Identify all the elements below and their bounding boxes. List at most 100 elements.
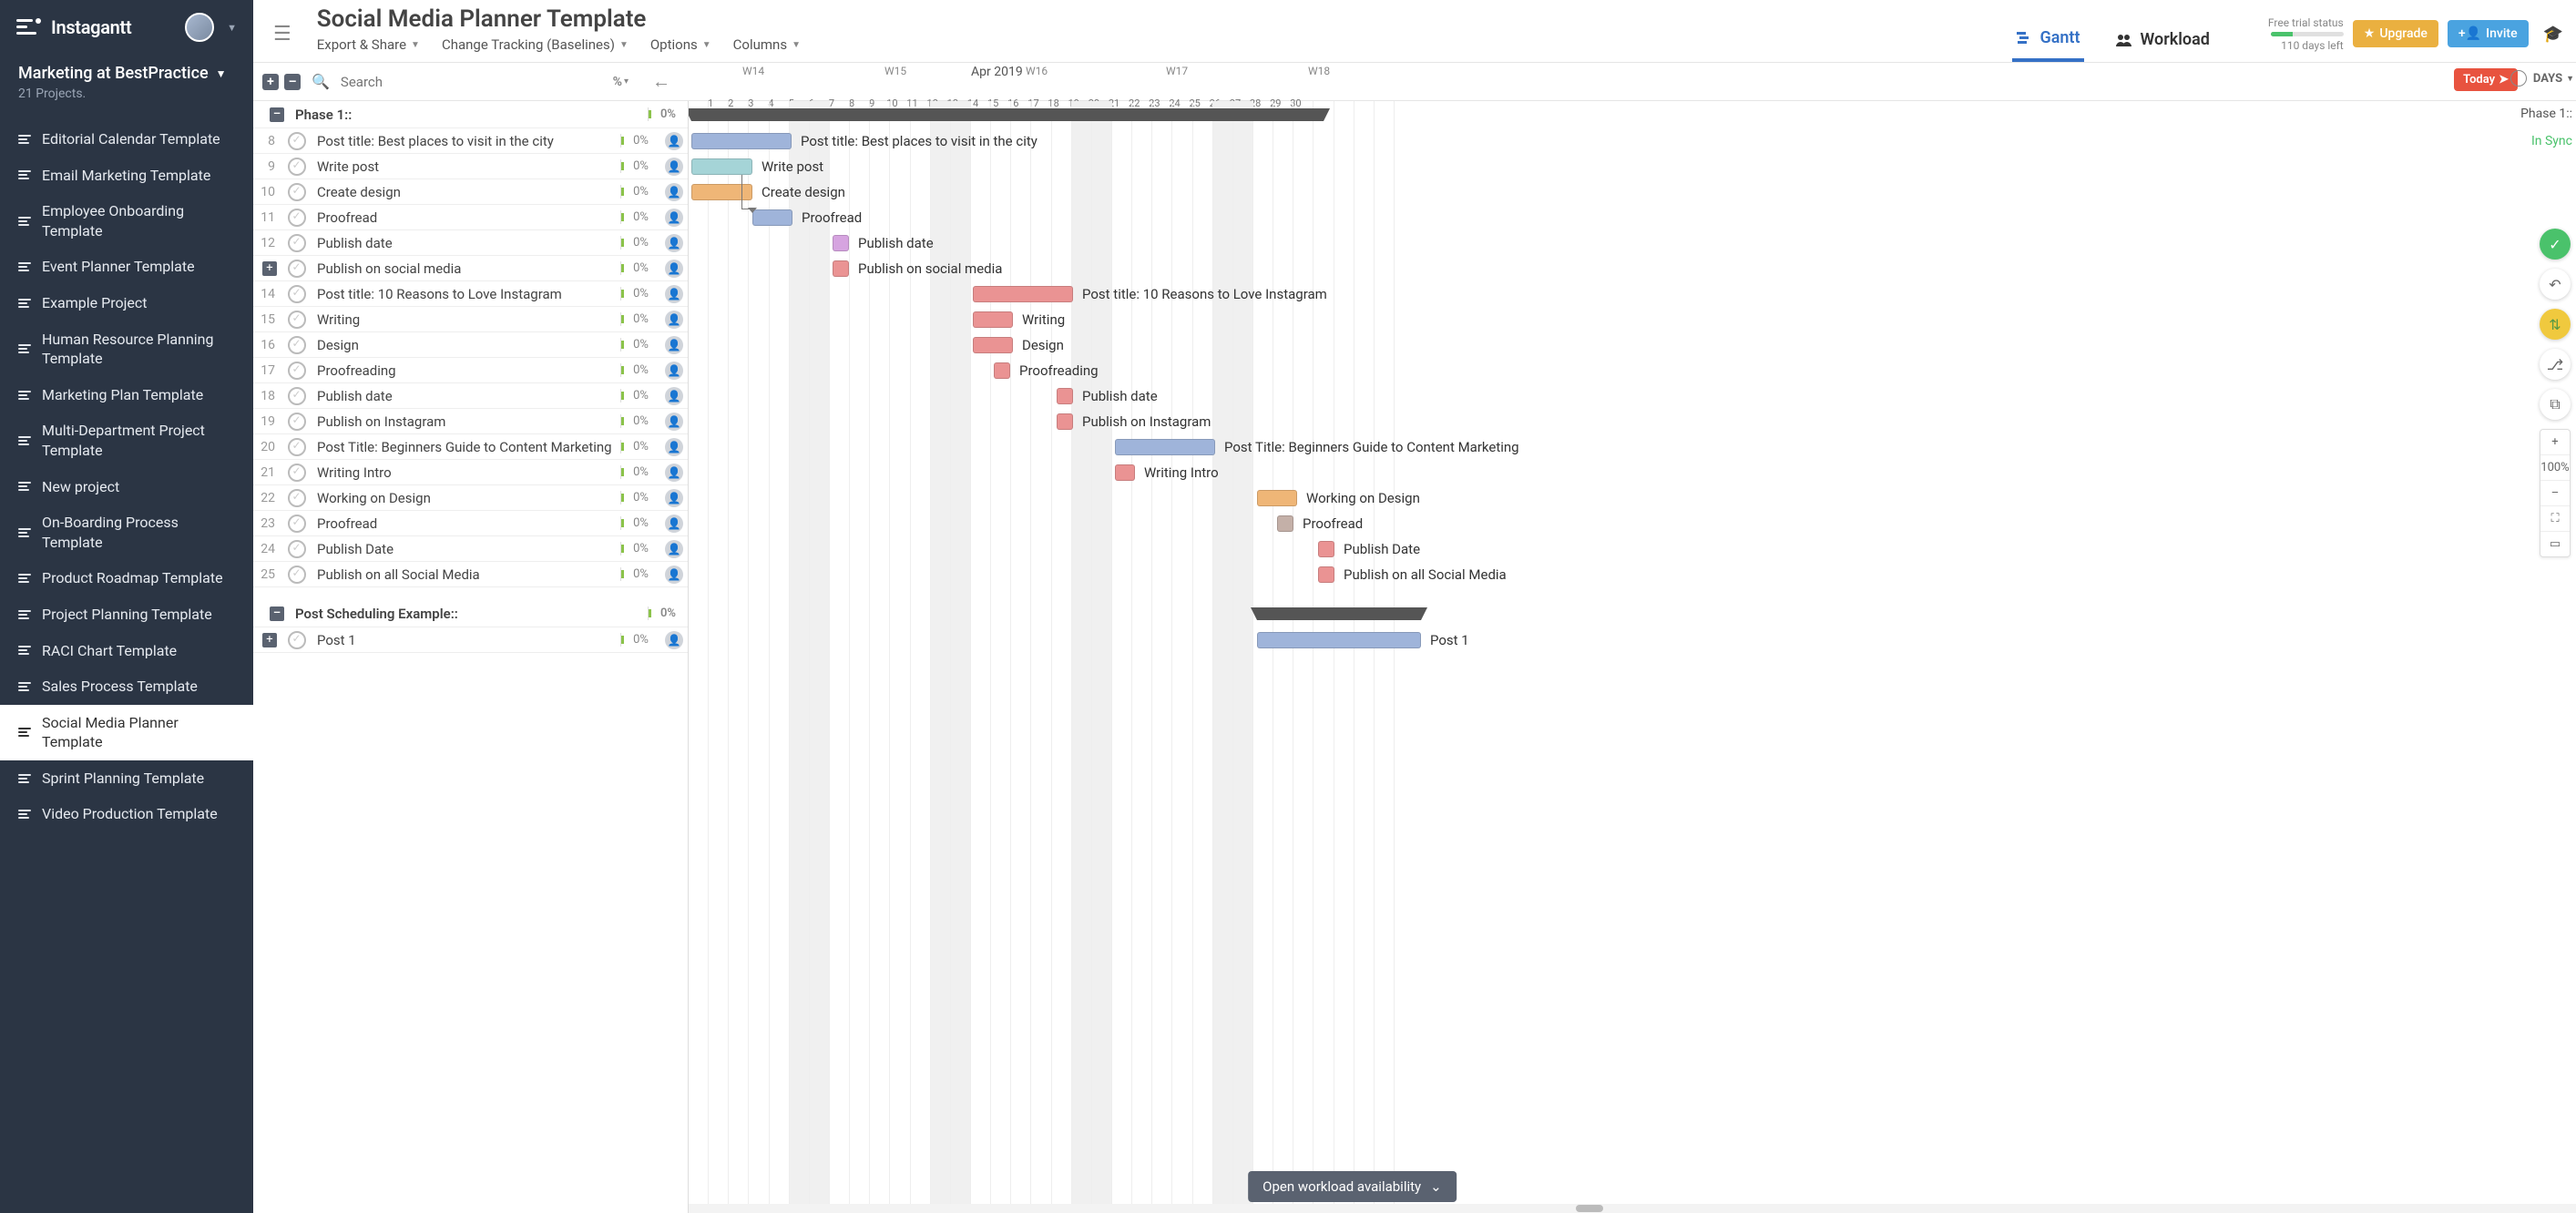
task-row[interactable]: 18Publish date0%👤	[253, 383, 688, 409]
task-row[interactable]: +Post 10%👤	[253, 627, 688, 653]
sync-ok-icon[interactable]: ✓	[2540, 229, 2571, 260]
phase-summary-bar[interactable]	[1257, 607, 1421, 620]
assignee-cell[interactable]: 👤	[660, 285, 688, 303]
tab-workload[interactable]: Workload	[2111, 19, 2213, 62]
gantt-bar[interactable]	[973, 337, 1013, 353]
zoom-in-button[interactable]: +	[2540, 430, 2570, 455]
sidebar-project-item[interactable]: On-Boarding Process Template	[0, 505, 253, 560]
menu-item[interactable]: Export & Share▼	[317, 36, 420, 62]
complete-checkbox[interactable]	[288, 183, 306, 201]
assignee-cell[interactable]: 👤	[660, 311, 688, 329]
complete-checkbox[interactable]	[288, 489, 306, 507]
assignee-cell[interactable]: 👤	[660, 209, 688, 227]
sidebar-project-item[interactable]: Employee Onboarding Template	[0, 193, 253, 249]
gantt-milestone[interactable]	[1318, 541, 1334, 557]
assignee-cell[interactable]: 👤	[660, 464, 688, 482]
expand-subtasks-icon[interactable]: +	[262, 633, 277, 647]
fit-view-icon[interactable]: ⛶	[2540, 506, 2570, 532]
collapse-all-button[interactable]: –	[284, 74, 301, 90]
workload-availability-button[interactable]: Open workload availability ⌄	[1248, 1171, 1457, 1202]
task-row[interactable]: 19Publish on Instagram0%👤	[253, 409, 688, 434]
task-row[interactable]: 11Proofread0%👤	[253, 205, 688, 230]
menu-item[interactable]: Options▼	[650, 36, 711, 62]
task-row[interactable]: 17Proofreading0%👤	[253, 358, 688, 383]
sidebar-project-item[interactable]: New project	[0, 469, 253, 505]
complete-checkbox[interactable]	[288, 464, 306, 482]
gantt-bar[interactable]	[1257, 632, 1421, 648]
assignee-cell[interactable]: 👤	[660, 362, 688, 380]
gantt-bar[interactable]	[1115, 464, 1135, 481]
complete-checkbox[interactable]	[288, 234, 306, 252]
invite-button[interactable]: +👤 Invite	[2448, 20, 2529, 47]
sort-icon[interactable]: ⇅	[2540, 309, 2571, 340]
assignee-cell[interactable]: 👤	[660, 631, 688, 649]
complete-checkbox[interactable]	[288, 387, 306, 405]
collapse-group-icon[interactable]: –	[270, 606, 284, 621]
assignee-cell[interactable]: 👤	[660, 387, 688, 405]
expand-all-button[interactable]: +	[262, 74, 279, 90]
today-button[interactable]: Today ➤	[2454, 68, 2518, 91]
sidebar-project-item[interactable]: Sprint Planning Template	[0, 760, 253, 797]
gantt-milestone[interactable]	[1318, 566, 1334, 583]
assignee-cell[interactable]: 👤	[660, 413, 688, 431]
sidebar-project-item[interactable]: Email Marketing Template	[0, 158, 253, 194]
gantt-bar[interactable]	[752, 209, 792, 226]
gantt-bar[interactable]	[1115, 439, 1215, 455]
assignee-cell[interactable]: 👤	[660, 515, 688, 533]
phase-summary-bar[interactable]	[691, 108, 1324, 121]
task-row[interactable]: 15Writing0%👤	[253, 307, 688, 332]
assignee-cell[interactable]: 👤	[660, 158, 688, 176]
complete-checkbox[interactable]	[288, 336, 306, 354]
complete-checkbox[interactable]	[288, 311, 306, 329]
complete-checkbox[interactable]	[288, 438, 306, 456]
complete-checkbox[interactable]	[288, 260, 306, 278]
complete-checkbox[interactable]	[288, 540, 306, 558]
sidebar-project-item[interactable]: Editorial Calendar Template	[0, 121, 253, 158]
gantt-bar[interactable]	[691, 133, 792, 149]
graduation-icon[interactable]: 🎓	[2543, 25, 2563, 44]
assignee-cell[interactable]: 👤	[660, 336, 688, 354]
assignee-cell[interactable]: 👤	[660, 438, 688, 456]
branch-icon[interactable]: ⎇	[2540, 349, 2571, 380]
task-row[interactable]: 16Design0%👤	[253, 332, 688, 358]
assignee-cell[interactable]: 👤	[660, 183, 688, 201]
gantt-bar[interactable]	[973, 311, 1013, 328]
task-row[interactable]: 24Publish Date0%👤	[253, 536, 688, 562]
sidebar-project-item[interactable]: Product Roadmap Template	[0, 560, 253, 596]
task-group-header[interactable]: –Phase 1::0%	[253, 101, 688, 128]
gantt-milestone[interactable]	[1057, 413, 1073, 430]
zoom-out-button[interactable]: –	[2540, 481, 2570, 506]
task-row[interactable]: 21Writing Intro0%👤	[253, 460, 688, 485]
gantt-bar[interactable]	[1257, 490, 1297, 506]
task-row[interactable]: 23Proofread0%👤	[253, 511, 688, 536]
task-row[interactable]: 12Publish date0%👤	[253, 230, 688, 256]
sidebar-project-item[interactable]: Human Resource Planning Template	[0, 321, 253, 377]
days-zoom-toggle[interactable]: DAYS ▼	[2510, 70, 2574, 87]
sidebar-toggle-icon[interactable]: ☰	[266, 15, 299, 53]
task-row[interactable]: 14Post title: 10 Reasons to Love Instagr…	[253, 281, 688, 307]
undo-icon[interactable]: ↶	[2540, 269, 2571, 300]
complete-checkbox[interactable]	[288, 158, 306, 176]
user-menu-caret-icon[interactable]: ▼	[227, 22, 237, 34]
expand-subtasks-icon[interactable]: +	[262, 261, 277, 276]
tab-gantt[interactable]: Gantt	[2012, 19, 2083, 62]
complete-checkbox[interactable]	[288, 209, 306, 227]
user-avatar[interactable]	[185, 13, 214, 42]
sidebar-project-item[interactable]: Sales Process Template	[0, 668, 253, 705]
gantt-milestone[interactable]	[1057, 388, 1073, 404]
complete-checkbox[interactable]	[288, 285, 306, 303]
back-arrow-icon[interactable]: ←	[643, 70, 680, 93]
complete-checkbox[interactable]	[288, 566, 306, 584]
complete-checkbox[interactable]	[288, 631, 306, 649]
sidebar-project-item[interactable]: RACI Chart Template	[0, 633, 253, 669]
sidebar-project-item[interactable]: Project Planning Template	[0, 596, 253, 633]
gantt-milestone[interactable]	[833, 235, 849, 251]
sidebar-project-item[interactable]: Marketing Plan Template	[0, 377, 253, 413]
copy-icon[interactable]: ⧉	[2540, 389, 2571, 420]
assignee-cell[interactable]: 👤	[660, 489, 688, 507]
search-input[interactable]	[335, 70, 608, 94]
complete-checkbox[interactable]	[288, 515, 306, 533]
sidebar-project-item[interactable]: Multi-Department Project Template	[0, 413, 253, 468]
task-row[interactable]: 9Write post0%👤	[253, 154, 688, 179]
percent-filter[interactable]: %▾	[613, 75, 629, 89]
